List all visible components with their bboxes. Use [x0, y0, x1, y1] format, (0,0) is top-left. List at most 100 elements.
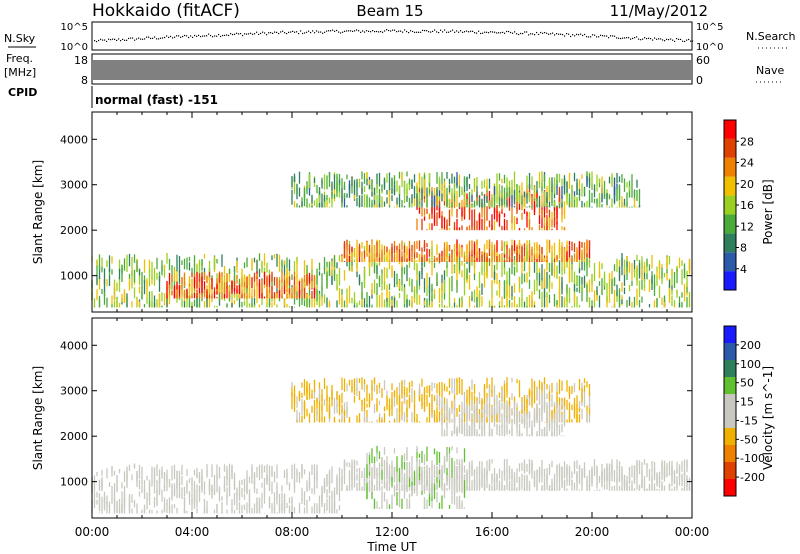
nsky-point	[630, 38, 632, 40]
freq-tick-low: 8	[81, 74, 88, 87]
nsky-point	[204, 35, 206, 37]
nsky-point	[378, 31, 380, 33]
nsky-point	[512, 32, 514, 34]
nsky-point	[94, 40, 96, 42]
nsky-point	[418, 31, 420, 33]
nsky-point	[118, 38, 120, 40]
nsky-point	[386, 29, 388, 31]
nsky-point	[274, 31, 276, 33]
echo-region	[366, 445, 466, 509]
nsky-point	[208, 33, 210, 35]
y-tick-label: 3000	[60, 385, 88, 398]
nsky-point	[464, 31, 466, 33]
nsky-point	[144, 38, 146, 40]
beam-title: Beam 15	[356, 2, 423, 20]
nsky-tick-low: 10^0	[61, 42, 88, 53]
nsky-point	[526, 31, 528, 33]
nsky-point	[520, 32, 522, 35]
nsky-point	[218, 33, 220, 36]
nsky-point	[184, 34, 186, 37]
colorbar-segment	[724, 157, 736, 177]
nsky-point	[348, 30, 350, 32]
nsky-point	[154, 36, 156, 38]
nsky-point	[572, 34, 574, 36]
nsky-point	[634, 37, 636, 39]
colorbar-tick-label: 20	[740, 178, 754, 191]
power-ylabel: Slant Range [km]	[31, 160, 45, 264]
nsky-point	[198, 34, 200, 36]
nsky-point	[264, 32, 266, 34]
nsky-point	[262, 31, 264, 33]
nsky-point	[622, 37, 624, 39]
nsky-point	[182, 35, 184, 38]
nsky-point	[372, 30, 374, 32]
nsky-point	[280, 31, 282, 33]
nsky-point	[532, 33, 534, 35]
colorbar-segment	[724, 214, 736, 234]
nsky-point	[290, 31, 292, 33]
nsky-point	[496, 32, 498, 34]
nsky-point	[414, 31, 416, 33]
nsky-point	[134, 39, 136, 41]
nsky-point	[444, 29, 446, 31]
nsky-point	[500, 32, 502, 34]
nsky-point	[254, 33, 256, 35]
nsky-label: N.Sky	[4, 32, 36, 45]
nsky-point	[114, 38, 116, 40]
nsky-point	[122, 38, 124, 40]
nsky-point	[582, 34, 584, 37]
nsky-point	[350, 30, 352, 32]
power-echo-map	[91, 171, 691, 308]
nsky-point	[170, 35, 172, 38]
nsky-point	[502, 31, 504, 33]
power-axes: 1000 2000 3000 4000	[60, 112, 693, 312]
colorbar-tick-label: 4	[740, 263, 747, 276]
nsky-point	[460, 30, 462, 32]
nsky-point	[486, 31, 488, 33]
nsky-point	[124, 39, 126, 41]
nsky-point	[266, 34, 268, 36]
nsky-point	[110, 39, 112, 41]
nsky-point	[296, 31, 298, 33]
nsky-point	[214, 35, 216, 37]
echo-region	[291, 377, 591, 423]
y-tick-label: 1000	[60, 476, 88, 489]
nsky-point	[298, 32, 300, 35]
freq-unit: [MHz]	[4, 66, 36, 79]
nsky-point	[252, 33, 254, 35]
nsky-point	[534, 34, 536, 36]
echo-region	[91, 463, 341, 514]
nsky-point	[576, 33, 578, 35]
nsky-point	[140, 38, 142, 40]
nsky-point	[142, 38, 144, 40]
nsky-point	[662, 39, 664, 41]
nsky-point	[98, 39, 100, 42]
nsky-point	[554, 34, 556, 36]
nsky-point	[602, 35, 604, 37]
nsky-point	[248, 33, 250, 35]
nsky-point	[354, 30, 356, 32]
nsky-point	[612, 35, 614, 37]
nsky-point	[584, 33, 586, 36]
nsky-point	[644, 37, 646, 39]
nsky-point	[256, 31, 258, 33]
cpid-label: CPID	[8, 86, 37, 99]
nsky-point	[314, 32, 316, 34]
nsky-point	[456, 30, 458, 32]
nsearch-label: N.Search	[746, 30, 796, 43]
nsky-point	[666, 38, 668, 40]
freq-tick-high: 18	[74, 54, 88, 67]
nsky-point	[598, 36, 600, 38]
power-colorbar: 4 8 12 16 20 24 28	[723, 119, 754, 291]
nsky-point	[646, 38, 648, 40]
nsky-point	[192, 36, 194, 39]
nsky-point	[156, 38, 158, 40]
nsky-point	[556, 33, 558, 35]
velocity-axes: 1000 2000 3000 4000	[60, 318, 693, 518]
nsky-point	[560, 33, 562, 35]
nsky-point	[272, 32, 274, 34]
nsky-point	[398, 30, 400, 32]
nsky-point	[562, 33, 564, 36]
nsky-point	[310, 32, 312, 34]
